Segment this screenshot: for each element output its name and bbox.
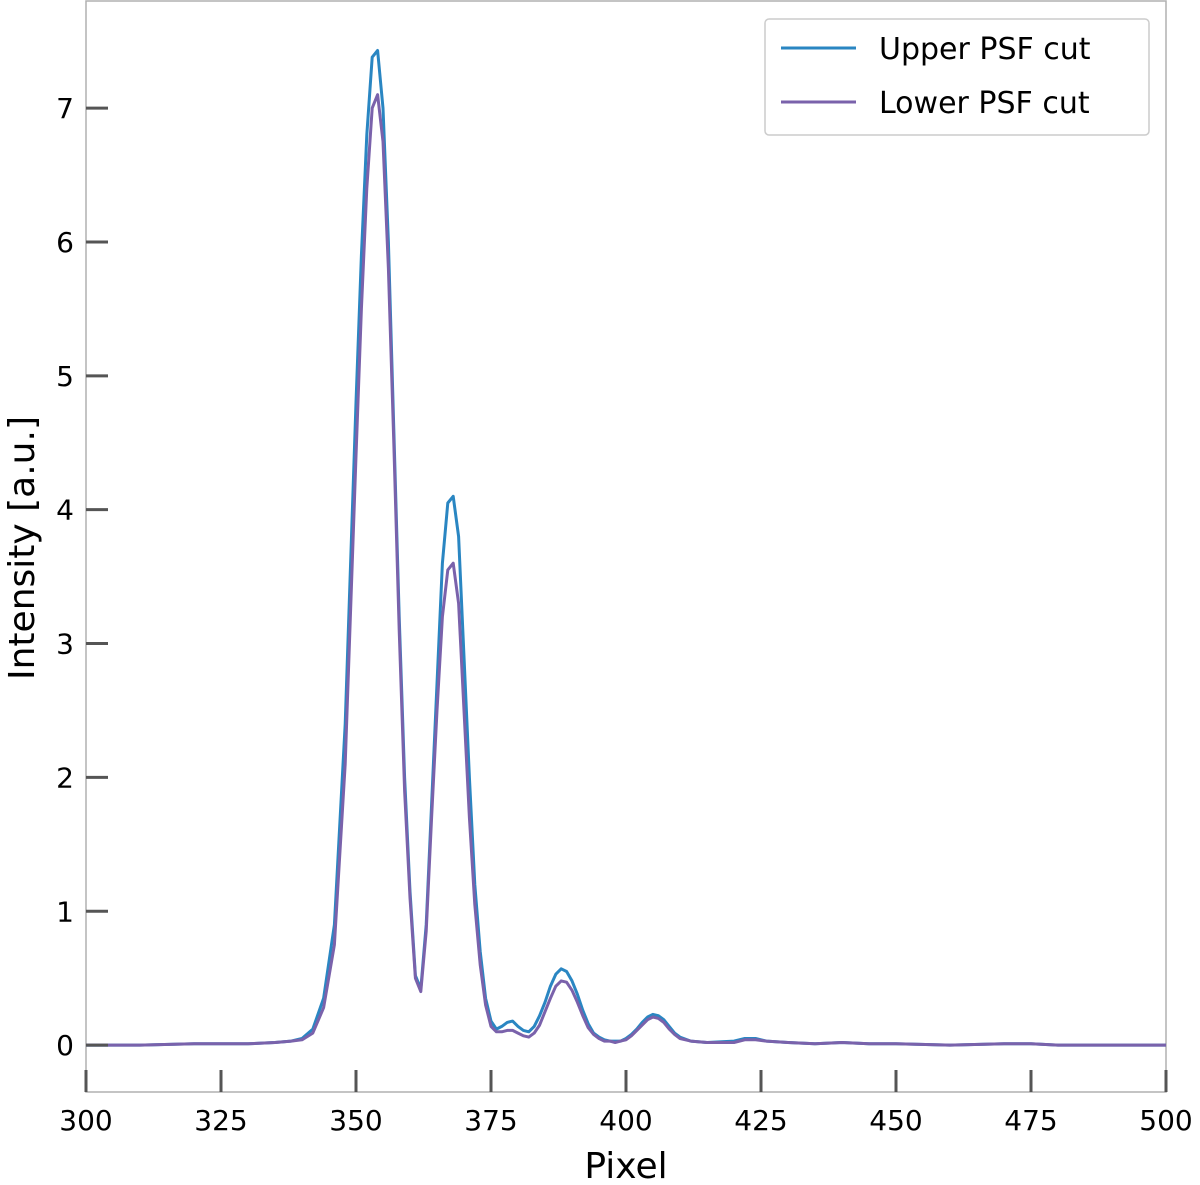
- y-axis-label: Intensity [a.u.]: [2, 416, 43, 680]
- x-tick-label: 500: [1139, 1104, 1192, 1137]
- x-tick-label: 475: [1004, 1104, 1057, 1137]
- legend-box: [764, 18, 1150, 136]
- y-tick-label: 3: [56, 628, 74, 661]
- series-line-1: [86, 93, 1166, 1047]
- legend-label-lower: Lower PSF cut: [879, 86, 1090, 121]
- x-tick-label: 400: [599, 1104, 652, 1137]
- x-tick-label: 450: [869, 1104, 922, 1137]
- x-tick-label: 425: [734, 1104, 787, 1137]
- x-tick-label: 350: [329, 1104, 382, 1137]
- x-tick-label: 300: [59, 1104, 112, 1137]
- x-tick-label: 325: [194, 1104, 247, 1137]
- y-tick-label: 7: [56, 92, 74, 125]
- legend: Upper PSF cut Lower PSF cut: [764, 18, 1150, 136]
- y-tick-label: 2: [56, 761, 74, 794]
- legend-label-upper: Upper PSF cut: [879, 32, 1091, 67]
- series-line-0: [86, 49, 1166, 1047]
- plot-frame: [85, 0, 1167, 1093]
- y-tick-label: 5: [56, 360, 74, 393]
- y-axis-ticks: 0 1 2 3 4 5 6 7: [56, 92, 108, 1062]
- y-tick-label: 6: [56, 226, 74, 259]
- x-axis-label: Pixel: [584, 1146, 667, 1185]
- x-axis-ticks: 300 325 350 375 400 425 450 475 500: [59, 1070, 1193, 1137]
- x-tick-label: 375: [464, 1104, 517, 1137]
- series-lines: [86, 49, 1166, 1047]
- y-tick-label: 0: [56, 1029, 74, 1062]
- y-tick-label: 4: [56, 494, 74, 527]
- y-tick-label: 1: [56, 895, 74, 928]
